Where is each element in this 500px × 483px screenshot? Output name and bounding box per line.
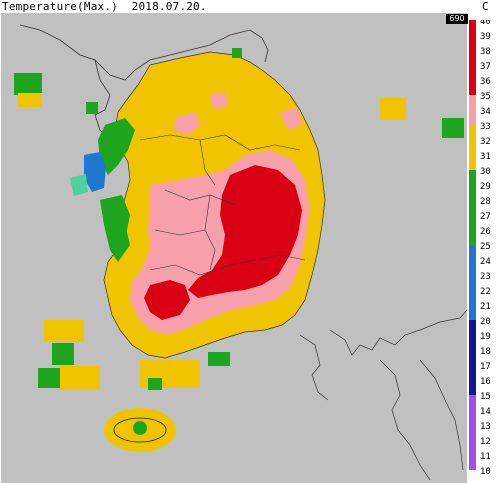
scale-label-31: 31 <box>480 152 491 162</box>
scale-band-18 <box>469 350 476 365</box>
scale-label-35: 35 <box>480 92 491 102</box>
scale-band-21 <box>469 305 476 320</box>
scale-label-36: 36 <box>480 77 491 87</box>
scale-label-40: 40 <box>480 20 491 27</box>
station-count-badge: 690 <box>446 14 468 24</box>
title-date: 2018.07.20. <box>131 0 207 13</box>
blue-patch <box>84 152 106 192</box>
yellow-patch-northwest <box>18 93 42 107</box>
red-region-southwest <box>144 280 190 320</box>
scale-label-11: 11 <box>480 452 491 462</box>
japan-coastline <box>299 309 467 481</box>
scale-label-15: 15 <box>480 392 491 402</box>
scale-label-18: 18 <box>480 347 491 357</box>
scale-band-38 <box>469 50 476 65</box>
green-patch-south-2 <box>208 352 230 366</box>
scale-band-30 <box>469 170 476 185</box>
temperature-map <box>1 13 467 483</box>
scale-label-12: 12 <box>480 437 491 447</box>
scale-label-10: 10 <box>480 467 491 477</box>
scale-label-23: 23 <box>480 272 491 282</box>
red-region-core <box>188 165 302 298</box>
green-patch-west-1 <box>98 118 135 175</box>
scale-band-36 <box>469 80 476 95</box>
scale-label-22: 22 <box>480 287 491 297</box>
scale-band-26 <box>469 230 476 245</box>
scale-band-11 <box>469 455 476 470</box>
scale-label-17: 17 <box>480 362 491 372</box>
scale-label-39: 39 <box>480 32 491 42</box>
green-patch-ulleung <box>442 118 464 138</box>
scale-label-27: 27 <box>480 212 491 222</box>
scale-band-40 <box>469 20 476 35</box>
yellow-patch-west-islands <box>44 320 84 342</box>
jeju-green-peak <box>133 421 147 435</box>
scale-band-32 <box>469 140 476 155</box>
green-patch-south-1 <box>148 378 162 390</box>
yellow-patch-sw-islands <box>60 366 100 390</box>
scale-band-34 <box>469 110 476 125</box>
yellow-patch-ulleung <box>380 98 406 120</box>
scale-label-38: 38 <box>480 47 491 57</box>
scale-label-32: 32 <box>480 137 491 147</box>
scale-band-24 <box>469 260 476 275</box>
scale-label-16: 16 <box>480 377 491 387</box>
scale-band-31 <box>469 155 476 170</box>
scale-band-19 <box>469 335 476 350</box>
title-variable: Temperature(Max.) <box>2 0 118 13</box>
scale-band-16 <box>469 380 476 395</box>
scale-label-26: 26 <box>480 227 491 237</box>
scale-band-25 <box>469 245 476 260</box>
north-korea-outline <box>19 24 269 141</box>
green-patch-sw-islands <box>38 368 60 388</box>
province-boundaries <box>139 134 306 276</box>
color-scale-bands <box>469 20 476 470</box>
scale-label-19: 19 <box>480 332 491 342</box>
scale-band-17 <box>469 365 476 380</box>
scale-band-15 <box>469 395 476 410</box>
unit-label: C <box>482 0 489 13</box>
green-patch-north-island <box>86 102 98 114</box>
scale-label-33: 33 <box>480 122 491 132</box>
scale-label-21: 21 <box>480 302 491 312</box>
scale-band-27 <box>469 215 476 230</box>
scale-band-23 <box>469 275 476 290</box>
scale-label-24: 24 <box>480 257 491 267</box>
green-patch-west-3 <box>108 228 130 262</box>
scale-band-12 <box>469 440 476 455</box>
scale-band-28 <box>469 200 476 215</box>
scale-label-25: 25 <box>480 242 491 252</box>
scale-band-29 <box>469 185 476 200</box>
scale-label-29: 29 <box>480 182 491 192</box>
pink-patch-north-2 <box>210 92 228 110</box>
scale-band-39 <box>469 35 476 50</box>
scale-label-34: 34 <box>480 107 491 117</box>
scale-label-37: 37 <box>480 62 491 72</box>
pink-patch-north-1 <box>174 112 200 135</box>
pink-patch-northeast <box>280 108 302 130</box>
scale-band-13 <box>469 425 476 440</box>
scale-band-37 <box>469 65 476 80</box>
scale-band-22 <box>469 290 476 305</box>
cyan-patch <box>70 174 88 196</box>
scale-label-20: 20 <box>480 317 491 327</box>
green-patch-northwest <box>14 73 42 95</box>
scale-band-20 <box>469 320 476 335</box>
color-scale-labels: 40 39 38 37 36 35 34 33 32 31 30 29 28 27 26 25 24 23 22 21… <box>480 20 491 477</box>
color-scale-legend: 40 39 38 37 36 35 34 33 32 31 30 29 28 27 26 25 24 23 22 21… <box>469 20 491 477</box>
scale-label-28: 28 <box>480 197 491 207</box>
scale-band-33 <box>469 125 476 140</box>
scale-label-13: 13 <box>480 422 491 432</box>
green-patch-west-islands <box>52 343 74 365</box>
scale-band-35 <box>469 95 476 110</box>
map-title: Temperature(Max.) 2018.07.20. <box>2 0 207 13</box>
green-patch-north-east <box>232 48 242 58</box>
scale-label-14: 14 <box>480 407 491 417</box>
scale-band-14 <box>469 410 476 425</box>
scale-label-30: 30 <box>480 167 491 177</box>
jeju-outline <box>113 417 167 443</box>
